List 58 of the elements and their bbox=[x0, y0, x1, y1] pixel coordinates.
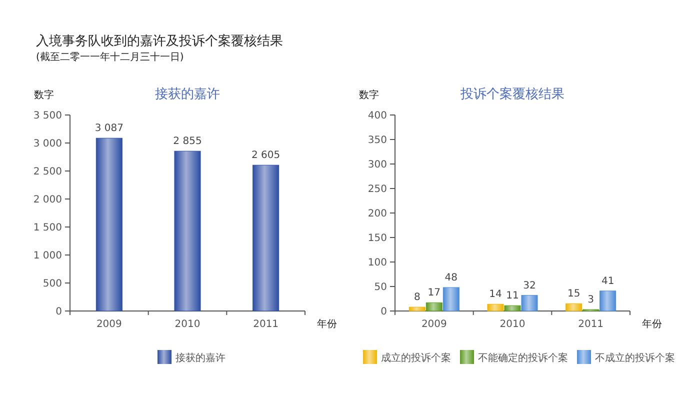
y-tick-label: 1 500 bbox=[33, 222, 62, 234]
y-axis-title: 数字 bbox=[34, 89, 54, 101]
y-tick-label: 300 bbox=[368, 160, 387, 170]
bar bbox=[487, 304, 504, 312]
x-axis-title: 年份 bbox=[317, 318, 337, 330]
y-tick-label: 250 bbox=[368, 184, 387, 195]
legend-label: 不成立的投诉个案 bbox=[595, 352, 675, 364]
data-label: 2 605 bbox=[252, 150, 280, 162]
y-tick-label: 2 000 bbox=[33, 194, 62, 206]
y-tick-label: 3 000 bbox=[33, 138, 62, 150]
bar bbox=[96, 138, 122, 312]
x-tick-label: 2010 bbox=[500, 319, 526, 330]
data-label: 14 bbox=[489, 289, 502, 300]
y-tick-label: 200 bbox=[368, 208, 387, 220]
legend-label: 成立的投诉个案 bbox=[381, 352, 451, 364]
bar bbox=[600, 290, 616, 312]
x-tick-label: 2011 bbox=[578, 319, 604, 330]
y-tick-label: 350 bbox=[368, 135, 387, 146]
y-tick-label: 3 500 bbox=[33, 110, 62, 122]
legend-label: 接获的嘉许 bbox=[176, 352, 226, 364]
y-tick-label: 0 bbox=[380, 306, 387, 318]
data-label: 41 bbox=[601, 276, 614, 287]
x-tick-label: 2011 bbox=[253, 319, 279, 330]
bar bbox=[174, 150, 201, 312]
y-tick-label: 1 000 bbox=[33, 250, 62, 262]
chart-title: 接获的嘉许 bbox=[155, 87, 220, 102]
y-tick-label: 0 bbox=[56, 306, 62, 318]
x-axis-title: 年份 bbox=[642, 318, 662, 330]
y-tick-label: 400 bbox=[368, 110, 387, 122]
bar bbox=[408, 306, 426, 312]
bar bbox=[504, 305, 521, 312]
bar bbox=[426, 302, 442, 312]
y-tick-label: 500 bbox=[42, 278, 62, 290]
data-label: 15 bbox=[567, 288, 580, 300]
y-tick-label: 50 bbox=[374, 282, 387, 293]
y-tick-label: 100 bbox=[368, 258, 387, 268]
data-label: 8 bbox=[414, 292, 420, 304]
bar bbox=[566, 303, 582, 312]
data-label: 2 855 bbox=[173, 136, 202, 148]
data-label: 3 087 bbox=[94, 123, 124, 134]
data-label: 17 bbox=[428, 288, 441, 299]
y-tick-label: 150 bbox=[368, 233, 387, 244]
bar bbox=[252, 164, 280, 312]
data-label: 48 bbox=[444, 272, 458, 284]
data-label: 3 bbox=[588, 294, 594, 306]
chart-title: 投诉个案覆核结果 bbox=[460, 86, 564, 102]
y-axis-title: 数字 bbox=[359, 89, 379, 101]
data-label: 11 bbox=[506, 290, 519, 302]
text: 入境事务队收到的嘉许及投诉个案覆核结果 bbox=[36, 33, 283, 49]
x-tick-label: 2009 bbox=[421, 319, 447, 330]
x-tick-label: 2009 bbox=[96, 319, 122, 330]
bar bbox=[521, 295, 538, 312]
x-tick-label: 2010 bbox=[174, 319, 200, 330]
bar bbox=[442, 287, 460, 312]
y-tick-label: 2 500 bbox=[33, 166, 62, 178]
legend-label: 不能确定的投诉个案 bbox=[478, 352, 568, 364]
data-label: 32 bbox=[523, 280, 536, 292]
text: (截至二零一一年十二月三十一日) bbox=[36, 51, 184, 63]
